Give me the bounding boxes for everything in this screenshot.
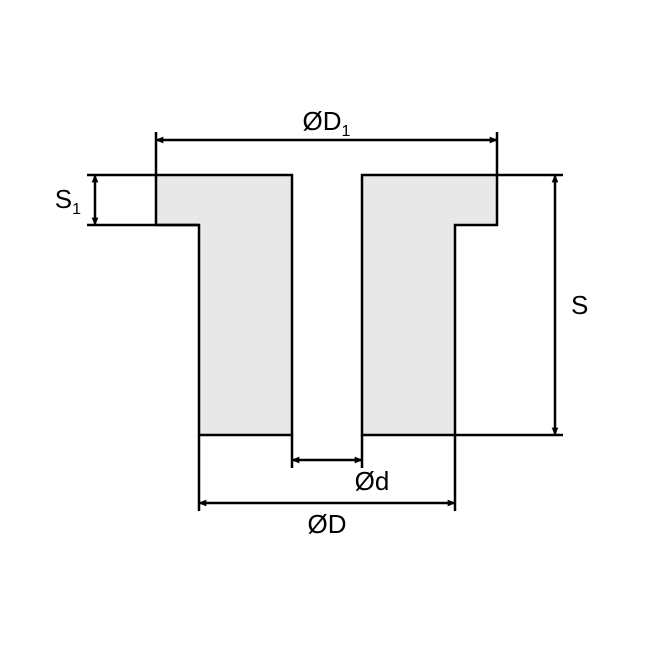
label-S1: S1 — [55, 184, 81, 218]
label-d: Ød — [355, 466, 390, 496]
bushing-section-diagram: ØD1 S1 S Ød ØD — [0, 0, 671, 670]
label-S: S — [571, 290, 588, 320]
label-D: ØD — [308, 509, 347, 539]
bushing-section-left — [156, 175, 292, 435]
label-D1: ØD1 — [303, 106, 351, 140]
bushing-section-right — [362, 175, 497, 435]
